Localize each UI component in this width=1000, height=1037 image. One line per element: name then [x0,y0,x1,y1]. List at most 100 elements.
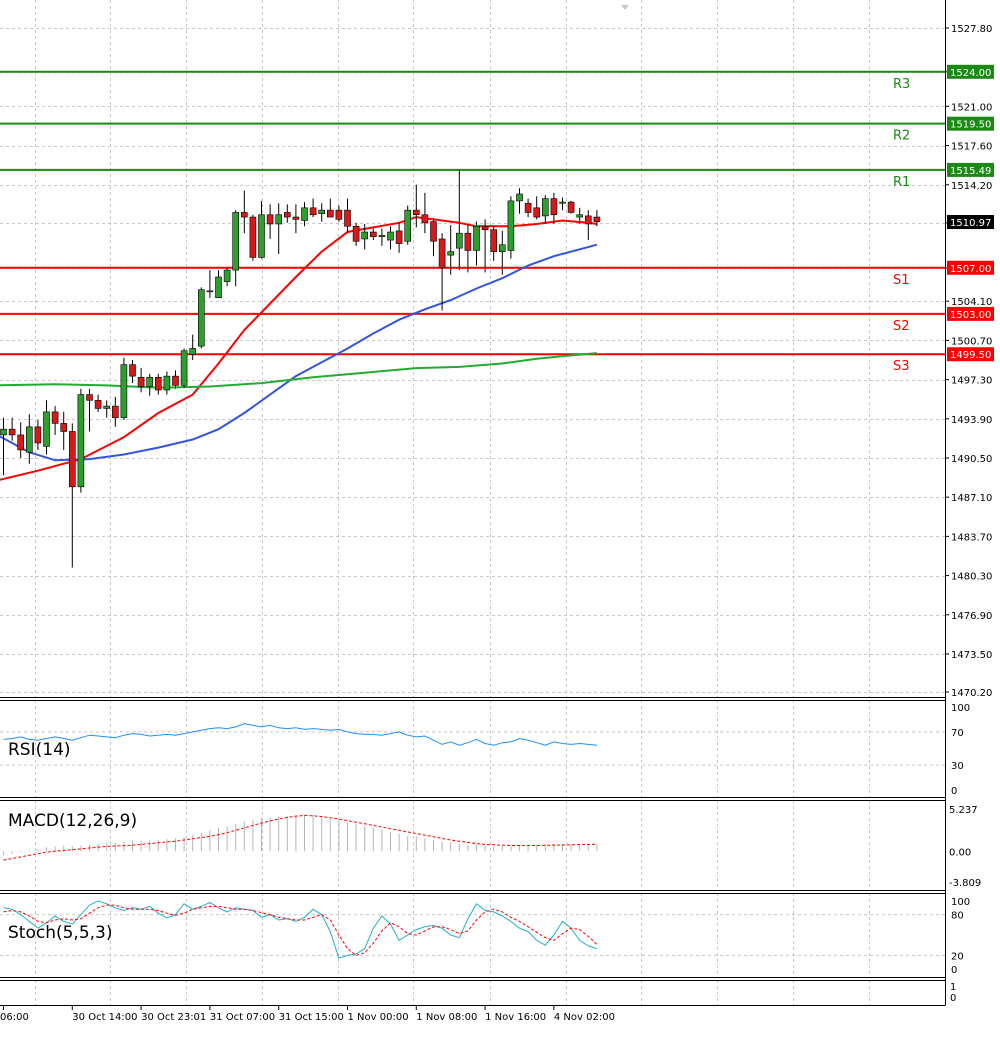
level-price-box-s2 [947,306,994,321]
time-tick-5: 1 Nov 00:00 [348,1012,409,1023]
candle-body-31 [266,214,274,225]
candle-67 [576,207,584,224]
candle-42 [361,223,369,250]
candle-body-8 [69,431,76,488]
candle-49 [421,192,429,234]
shift-marker-icon [621,5,629,10]
level-price-label-s1: 1507.00 [950,264,991,275]
candle-body-51 [438,238,446,269]
candle-body-69 [593,216,601,222]
candle-body-46 [395,230,403,244]
candle-47 [404,205,412,245]
candle-3 [25,414,33,464]
candle-1 [8,417,16,441]
candle-9 [77,388,85,493]
price-tick-3: 1517.60 [951,142,992,153]
price-tick-9: 1497.30 [951,376,992,387]
candle-body-32 [275,214,283,225]
candle-body-16 [137,376,145,387]
candle-23 [198,287,205,349]
candle-41 [352,222,360,246]
candle-12 [103,400,110,418]
candle-body-25 [215,276,222,299]
candle-body-7 [60,423,68,432]
candle-20 [172,370,179,389]
support-resistance-levels: R3 R2 R1 S1 S2 S3 [0,70,945,374]
candle-69 [593,210,601,227]
candle-body-4 [34,426,42,444]
candle-body-1 [8,428,16,436]
moving-average-0 [0,216,598,481]
candle-56 [481,219,489,273]
candle-body-58 [498,244,506,252]
candle-24 [206,270,214,298]
candle-body-44 [378,235,386,237]
candle-body-62 [533,207,541,218]
candle-44 [378,228,386,246]
candle-54 [464,223,472,273]
candle-body-63 [541,198,549,217]
candle-body-22 [189,348,196,355]
candle-14 [120,357,128,420]
candle-31 [266,204,274,239]
candle-body-14 [120,364,128,418]
candle-body-49 [421,214,429,224]
candle-body-2 [17,434,25,451]
candle-body-18 [155,376,162,391]
candle-body-35 [301,207,308,221]
macd-signal-line [3,814,597,861]
time-tick-2: 30 Oct 23:01 [141,1012,206,1023]
candle-46 [395,222,403,253]
price-tick-15: 1476.90 [951,611,992,622]
candle-36 [309,198,317,218]
candle-body-64 [550,198,558,216]
candle-body-41 [352,225,360,242]
stoch-tick-2: 20 [951,951,964,962]
time-tick-3: 31 Oct 07:00 [210,1012,275,1023]
candle-40 [344,198,351,234]
candle-body-17 [146,376,153,387]
candle-body-15 [129,364,136,377]
candle-27 [232,210,239,287]
candle-body-36 [309,207,317,216]
candle-22 [189,334,196,360]
candle-body-47 [404,209,412,242]
candle-body-57 [490,229,498,252]
level-name-s1: S1 [893,273,910,288]
candle-body-9 [77,394,85,488]
empty-panel-tick-1: 1 [950,982,956,993]
price-tick-12: 1487.10 [951,493,992,504]
price-tick-11: 1490.50 [951,454,992,465]
empty-panel-tick-0: 0 [950,993,956,1004]
candle-body-28 [241,212,248,218]
candle-body-12 [103,405,110,409]
candle-body-24 [206,290,214,293]
candle-25 [215,270,222,299]
candle-43 [369,228,377,241]
level-price-label-s2: 1503.00 [950,310,991,321]
candle-body-38 [326,209,334,218]
moving-average-2 [0,352,597,389]
rsi-tick-2: 30 [951,761,964,772]
candle-body-55 [473,225,480,251]
level-price-box-r1 [947,162,994,177]
candle-68 [584,210,592,241]
candle-21 [180,348,188,388]
candle-17 [146,373,153,396]
candle-11 [94,394,102,412]
stoch-label: Stoch(5,5,3) [8,923,113,943]
candle-13 [112,396,119,427]
candle-body-45 [387,231,394,241]
candle-59 [507,196,515,259]
candle-body-5 [43,411,50,447]
candle-53 [455,169,463,271]
price-tick-7: 1504.10 [951,297,992,308]
candle-29 [249,214,257,261]
candle-60 [516,188,523,214]
candle-body-33 [283,212,291,218]
candle-16 [137,368,145,393]
candle-26 [223,267,231,287]
candle-body-56 [481,225,489,231]
candle-8 [69,423,76,568]
